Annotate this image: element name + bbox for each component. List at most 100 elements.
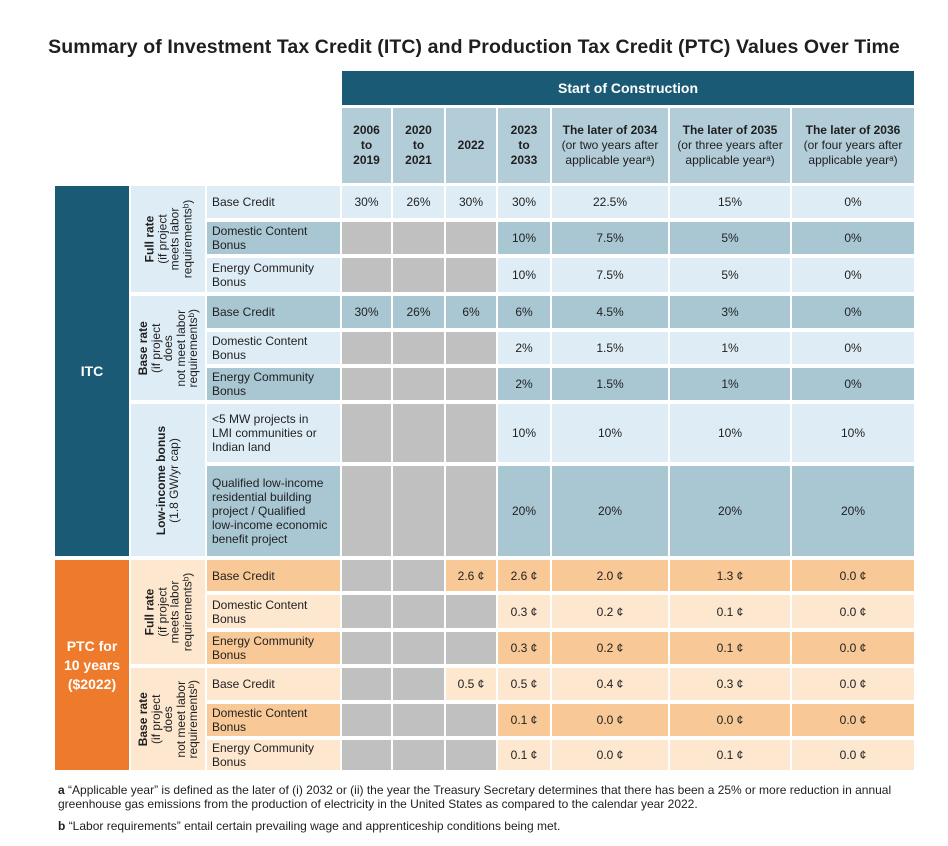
group-subtitle: (if project meets labor requirementsᵇ) xyxy=(154,199,194,279)
group-subtitle: (1.8 GW/yr cap) xyxy=(167,437,181,523)
value-cell: 0.3 ¢ xyxy=(498,632,550,664)
not-applicable-cell xyxy=(342,258,391,292)
value-cell: 0.1 ¢ xyxy=(670,740,790,770)
value-cell: 2% xyxy=(498,368,550,400)
not-applicable-cell xyxy=(393,404,444,462)
row-label: Base Credit xyxy=(207,186,340,218)
value-cell: 5% xyxy=(670,258,790,292)
value-cell: 20% xyxy=(498,466,550,556)
column-header: 2006 to 2019 xyxy=(342,108,391,183)
value-cell: 1.5% xyxy=(552,332,668,364)
footnote-marker: b xyxy=(58,819,66,833)
group-label-text: Base rate (if project does not meet labor… xyxy=(136,680,200,759)
not-applicable-cell xyxy=(393,258,444,292)
not-applicable-cell xyxy=(342,466,391,556)
group-label-text: Full rate (if project meets labor require… xyxy=(142,199,194,279)
value-cell: 0.2 ¢ xyxy=(552,632,668,664)
value-cell: 0.1 ¢ xyxy=(498,704,550,736)
value-cell: 1% xyxy=(670,332,790,364)
not-applicable-cell xyxy=(393,560,444,591)
value-cell: 26% xyxy=(393,186,444,218)
value-cell: 0.1 ¢ xyxy=(670,595,790,628)
not-applicable-cell xyxy=(342,222,391,254)
value-cell: 10% xyxy=(552,404,668,462)
group-label: Low-income bonus (1.8 GW/yr cap) xyxy=(131,404,205,556)
not-applicable-cell xyxy=(342,668,391,700)
value-cell: 0.2 ¢ xyxy=(552,595,668,628)
value-cell: 0.5 ¢ xyxy=(446,668,496,700)
not-applicable-cell xyxy=(393,632,444,664)
value-cell: 10% xyxy=(792,404,914,462)
column-header: The later of 2034 (or two years after app… xyxy=(552,108,668,183)
not-applicable-cell xyxy=(446,368,496,400)
column-header: 2022 xyxy=(446,108,496,183)
column-header-main: The later of 2036 xyxy=(805,123,901,137)
column-header-main: 2022 xyxy=(457,138,485,152)
value-cell: 7.5% xyxy=(552,222,668,254)
value-cell: 15% xyxy=(670,186,790,218)
footnote-text: “Labor requirements” entail certain prev… xyxy=(68,819,561,833)
value-cell: 26% xyxy=(393,296,444,328)
value-cell: 30% xyxy=(342,186,391,218)
group-label-text: Base rate (if project does not meet labor… xyxy=(135,308,200,388)
not-applicable-cell xyxy=(446,258,496,292)
column-header-sub: (or two years after applicable yearᵃ) xyxy=(561,138,659,167)
column-header-main: The later of 2035 xyxy=(682,123,778,137)
not-applicable-cell xyxy=(393,368,444,400)
group-title: Base rate xyxy=(135,320,150,376)
not-applicable-cell xyxy=(342,632,391,664)
value-cell: 22.5% xyxy=(552,186,668,218)
value-cell: 1.3 ¢ xyxy=(670,560,790,591)
value-cell: 3% xyxy=(670,296,790,328)
row-label: Base Credit xyxy=(207,668,340,700)
value-cell: 30% xyxy=(446,186,496,218)
value-cell: 0.3 ¢ xyxy=(670,668,790,700)
group-label: Full rate (if project meets labor require… xyxy=(131,560,205,664)
row-label: Energy Community Bonus xyxy=(207,368,340,400)
header-band-start-of-construction: Start of Construction xyxy=(342,71,914,105)
not-applicable-cell xyxy=(342,560,391,591)
value-cell: 10% xyxy=(670,404,790,462)
not-applicable-cell xyxy=(446,740,496,770)
value-cell: 2.6 ¢ xyxy=(498,560,550,591)
value-cell: 0% xyxy=(792,296,914,328)
section-label-itc: ITC xyxy=(55,186,129,556)
not-applicable-cell xyxy=(342,404,391,462)
value-cell: 10% xyxy=(498,222,550,254)
value-cell: 0.4 ¢ xyxy=(552,668,668,700)
group-subtitle: (if project meets labor requirementsᵇ) xyxy=(154,572,194,652)
value-cell: 20% xyxy=(670,466,790,556)
value-cell: 0.0 ¢ xyxy=(792,740,914,770)
value-cell: 0% xyxy=(792,368,914,400)
not-applicable-cell xyxy=(446,466,496,556)
value-cell: 0.1 ¢ xyxy=(670,632,790,664)
value-cell: 0.3 ¢ xyxy=(498,595,550,628)
row-label: Domestic Content Bonus xyxy=(207,595,340,628)
value-cell: 0.1 ¢ xyxy=(498,740,550,770)
row-label: Qualified low-income residential buildin… xyxy=(207,466,340,556)
value-cell: 20% xyxy=(792,466,914,556)
not-applicable-cell xyxy=(393,466,444,556)
row-label: Energy Community Bonus xyxy=(207,258,340,292)
column-header-sub: (or three years after applicable yearᵃ) xyxy=(677,138,783,167)
value-cell: 2.6 ¢ xyxy=(446,560,496,591)
group-subtitle: (if project does not meet labor requirem… xyxy=(148,308,200,388)
value-cell: 30% xyxy=(498,186,550,218)
row-label: Energy Community Bonus xyxy=(207,740,340,770)
footnote-marker: a xyxy=(58,783,65,797)
not-applicable-cell xyxy=(342,368,391,400)
value-cell: 0% xyxy=(792,258,914,292)
value-cell: 0.0 ¢ xyxy=(552,740,668,770)
group-label: Full rate (if project meets labor require… xyxy=(131,186,205,292)
group-title: Full rate xyxy=(142,215,156,263)
not-applicable-cell xyxy=(393,668,444,700)
value-cell: 0.0 ¢ xyxy=(792,560,914,591)
column-header-main: 2006 to 2019 xyxy=(353,123,380,167)
value-cell: 0.0 ¢ xyxy=(670,704,790,736)
value-cell: 6% xyxy=(446,296,496,328)
column-header-main: The later of 2034 xyxy=(562,123,658,137)
value-cell: 5% xyxy=(670,222,790,254)
value-cell: 2% xyxy=(498,332,550,364)
not-applicable-cell xyxy=(342,595,391,628)
column-header-sub: (or four years after applicable yearᵃ) xyxy=(803,138,903,167)
